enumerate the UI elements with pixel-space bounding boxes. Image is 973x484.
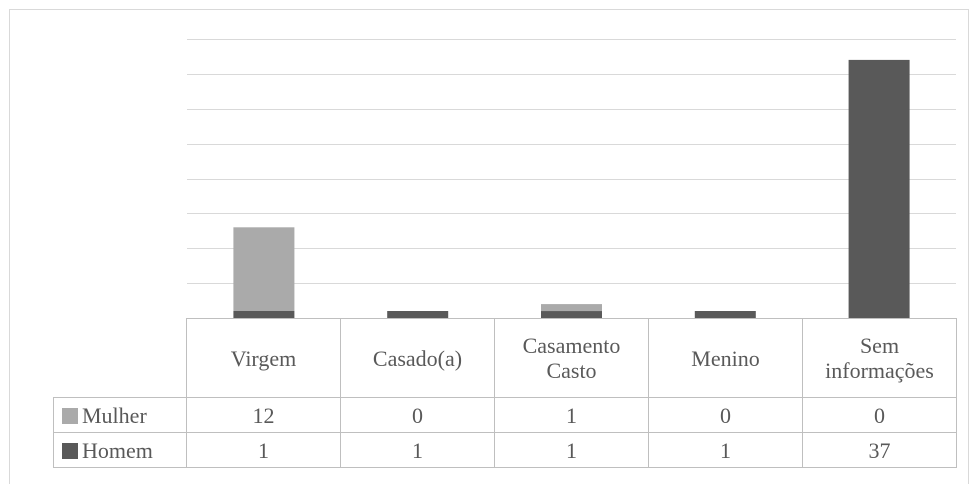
legend-label: Homem <box>82 437 153 463</box>
category-label: Virgem <box>186 318 341 398</box>
chart-plot <box>187 39 956 318</box>
data-table: Virgem Casado(a) Casamento Casto Menino … <box>53 318 957 468</box>
bar-mulher <box>233 227 295 311</box>
data-cell: 0 <box>648 397 803 433</box>
legend-entry-mulher: Mulher <box>53 397 187 433</box>
bar-homem <box>541 311 602 318</box>
data-cell: 1 <box>186 432 341 468</box>
bar-homem <box>848 59 910 318</box>
data-cell: 0 <box>340 397 495 433</box>
table-row-homem: Homem 1 1 1 1 37 <box>53 432 957 468</box>
data-cell: 1 <box>494 397 649 433</box>
category-label: Casamento Casto <box>494 318 649 398</box>
data-cell: 12 <box>186 397 341 433</box>
data-cell: 37 <box>802 432 957 468</box>
table-corner <box>53 318 187 398</box>
chart-frame <box>9 9 969 484</box>
category-header-row: Virgem Casado(a) Casamento Casto Menino … <box>53 318 957 398</box>
bar-homem <box>387 311 449 318</box>
category-label: Menino <box>648 318 803 398</box>
data-cell: 0 <box>802 397 957 433</box>
table-row-mulher: Mulher 12 0 1 0 0 <box>53 397 957 433</box>
legend-key-homem <box>62 442 78 459</box>
legend-label: Mulher <box>82 402 147 428</box>
data-cell: 1 <box>648 432 803 468</box>
bar-homem <box>233 311 295 318</box>
category-label: Casado(a) <box>340 318 495 398</box>
data-cell: 1 <box>494 432 649 468</box>
data-cell: 1 <box>340 432 495 468</box>
legend-entry-homem: Homem <box>53 432 187 468</box>
bar-mulher <box>541 304 602 312</box>
bar-homem <box>694 311 756 318</box>
legend-key-mulher <box>62 407 78 424</box>
category-label: Sem informações <box>802 318 957 398</box>
